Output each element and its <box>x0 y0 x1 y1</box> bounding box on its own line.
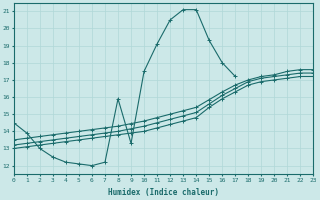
X-axis label: Humidex (Indice chaleur): Humidex (Indice chaleur) <box>108 188 219 197</box>
